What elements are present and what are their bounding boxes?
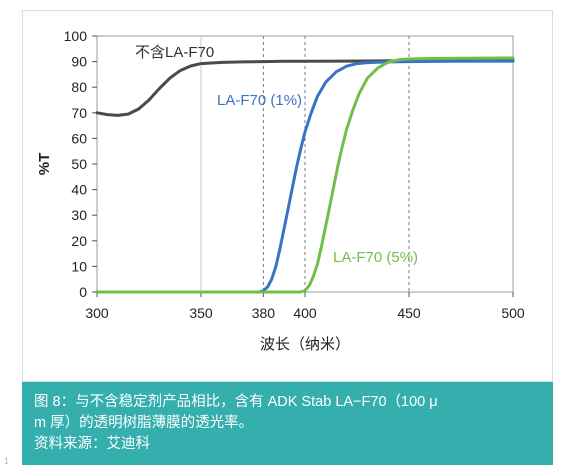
y-tick-label: 90	[71, 54, 87, 70]
y-tick-label: 40	[71, 182, 87, 198]
x-tick-label: 500	[501, 305, 525, 321]
series-label-0: 不含LA-F70	[135, 44, 214, 61]
y-tick-label: 50	[71, 156, 87, 172]
y-tick-label: 100	[64, 28, 88, 44]
series-label-1: LA-F70 (1%)	[217, 92, 302, 109]
corner-mark: 1	[4, 456, 10, 466]
y-tick-label: 60	[71, 130, 87, 146]
x-axis-title: 波长（纳米）	[260, 336, 350, 353]
x-tick-label: 350	[189, 305, 213, 321]
series-line-2	[95, 56, 515, 294]
y-tick-label: 30	[71, 207, 87, 223]
y-tick-label: 20	[71, 233, 87, 249]
y-tick-label: 80	[71, 79, 87, 95]
y-tick-label: 0	[79, 284, 87, 300]
caption-line-1: 图 8：与不含稳定剂产品相比，含有 ADK Stab LA−F70（100 μ	[34, 394, 438, 410]
x-tick-label: 400	[293, 305, 317, 321]
transmittance-chart: 0 10 20 30 40 50 60 70 80 90 100 300 350 380 400 450 500…	[36, 28, 525, 353]
series-line-1	[95, 59, 515, 294]
figure-caption: 图 8：与不含稳定剂产品相比，含有 ADK Stab LA−F70（100 μ …	[22, 382, 553, 465]
x-tick-label: 380	[252, 305, 276, 321]
y-tick-label: 10	[71, 258, 87, 274]
series-line-0	[95, 58, 515, 117]
caption-line-2: m 厚）的透明树脂薄膜的透光率。	[34, 415, 254, 431]
series-label-2: LA-F70 (5%)	[333, 249, 418, 266]
y-axis-title: %T	[36, 153, 53, 176]
caption-line-3: 资料来源：艾迪科	[34, 436, 150, 452]
x-tick-label: 300	[85, 305, 109, 321]
y-tick-label: 70	[71, 105, 87, 121]
x-tick-label: 450	[397, 305, 421, 321]
